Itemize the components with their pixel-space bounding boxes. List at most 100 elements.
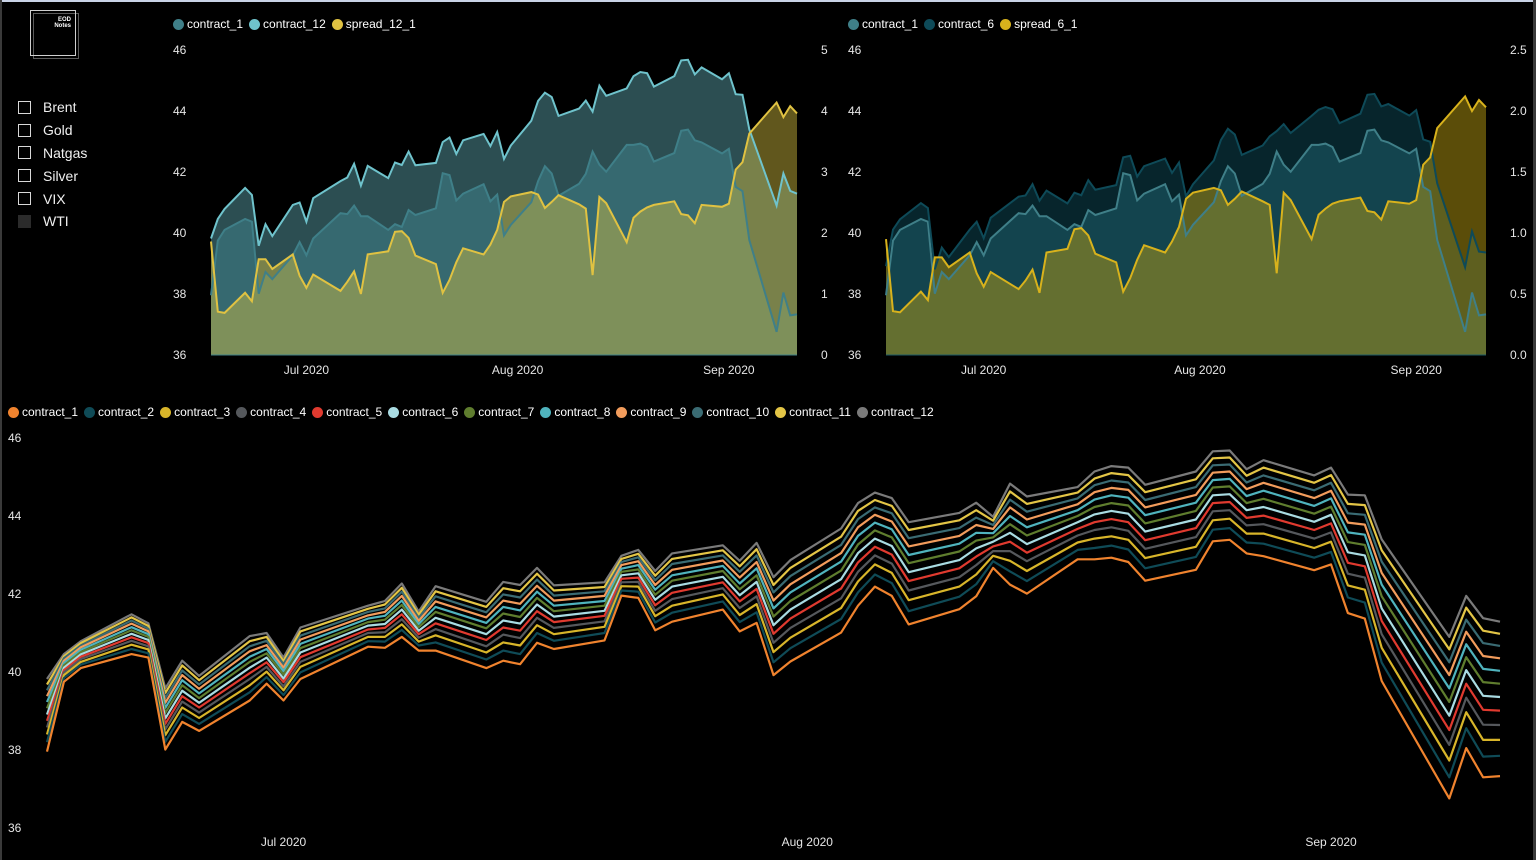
legend-item[interactable]: contract_6 xyxy=(388,405,458,419)
y2-tick-label: 0.0 xyxy=(1510,348,1527,362)
x-tick-label: Jul 2020 xyxy=(961,363,1007,377)
window-left-border xyxy=(0,0,2,860)
legend-item[interactable]: contract_12 xyxy=(249,17,326,31)
legend-item[interactable]: spread_12_1 xyxy=(331,17,416,31)
x-tick-label: Sep 2020 xyxy=(1391,363,1443,377)
slicer-item-gold[interactable]: Gold xyxy=(18,119,87,142)
legend-dot-icon xyxy=(8,406,19,418)
line-spread-6-1 xyxy=(885,94,1487,314)
slicer-item-brent[interactable]: Brent xyxy=(18,96,87,119)
legend-item[interactable]: spread_6_1 xyxy=(1000,17,1077,31)
legend-label: contract_12 xyxy=(870,405,934,419)
legend-item[interactable]: contract_10 xyxy=(692,405,769,419)
legend-item[interactable]: contract_1 xyxy=(173,17,243,31)
line-contract-8 xyxy=(45,477,1501,709)
legend-dot-icon xyxy=(331,18,343,30)
legend-label: contract_5 xyxy=(326,405,383,419)
x-tick-label: Aug 2020 xyxy=(492,363,544,377)
slicer-label: Gold xyxy=(43,122,73,139)
logo-line2: Notes xyxy=(54,23,71,29)
checkbox[interactable] xyxy=(18,123,31,137)
y-tick-label: 36 xyxy=(848,348,862,362)
y2-tick-label: 2.0 xyxy=(1510,104,1527,118)
checkbox[interactable] xyxy=(18,146,31,160)
slicer-item-vix[interactable]: VIX xyxy=(18,187,87,210)
x-tick-label: Sep 2020 xyxy=(703,363,755,377)
legend-item[interactable]: contract_11 xyxy=(775,405,851,419)
x-tick-label: Jul 2020 xyxy=(284,363,330,377)
legend-item[interactable]: contract_4 xyxy=(236,405,306,419)
legend-item[interactable]: contract_7 xyxy=(464,405,534,419)
legend-item[interactable]: contract_2 xyxy=(84,405,154,419)
line-contract-7 xyxy=(45,485,1501,714)
line-contract-9 xyxy=(46,470,1501,704)
checkbox[interactable] xyxy=(18,192,31,206)
legend-item[interactable]: contract_1 xyxy=(8,405,78,419)
slicer-item-silver[interactable]: Silver xyxy=(18,164,87,187)
y2-tick-label: 0 xyxy=(821,348,828,362)
legend-dot-icon xyxy=(312,406,324,418)
line-contract-12 xyxy=(46,449,1501,690)
legend-term-structure: contract_1 contract_2 contract_3 contract_4… xyxy=(8,405,940,419)
legend-label: contract_11 xyxy=(789,405,851,419)
slicer-label: Brent xyxy=(43,99,77,116)
legend-spread-6-1: contract_1 contract_6 spread_6_1 xyxy=(848,17,1083,31)
legend-label: contract_6 xyxy=(402,405,459,419)
legend-item[interactable]: contract_6 xyxy=(924,17,994,31)
legend-label: contract_10 xyxy=(706,405,770,419)
y-tick-label: 38 xyxy=(8,743,22,757)
y2-tick-label: 5 xyxy=(821,43,828,57)
slicer-item-wti[interactable]: WTI xyxy=(18,210,87,233)
legend-spread-12-1: contract_1 contract_12 spread_12_1 xyxy=(173,17,422,31)
y-tick-label: 36 xyxy=(8,821,22,835)
legend-dot-icon xyxy=(160,406,172,418)
area-spread-12-1 xyxy=(211,102,797,355)
legend-item[interactable]: contract_3 xyxy=(160,405,230,419)
legend-label: contract_2 xyxy=(98,405,155,419)
legend-dot-icon xyxy=(84,406,96,418)
y2-tick-label: 3 xyxy=(821,165,828,179)
legend-item[interactable]: contract_5 xyxy=(312,405,382,419)
x-tick-label: Aug 2020 xyxy=(782,835,834,849)
y2-tick-label: 4 xyxy=(821,104,828,118)
line-contract-10 xyxy=(46,463,1501,700)
legend-item[interactable]: contract_8 xyxy=(540,405,610,419)
legend-label: contract_1 xyxy=(187,17,244,31)
line-contract-3 xyxy=(45,517,1500,762)
legend-dot-icon xyxy=(1000,18,1012,30)
y-tick-label: 44 xyxy=(8,509,22,523)
legend-label: contract_4 xyxy=(250,405,307,419)
legend-dot-icon xyxy=(848,18,859,30)
line-contract-1 xyxy=(210,128,798,333)
y-tick-label: 42 xyxy=(173,165,187,179)
legend-label: contract_1 xyxy=(22,405,79,419)
y-tick-label: 38 xyxy=(848,287,862,301)
legend-item[interactable]: contract_12 xyxy=(856,405,934,419)
legend-label: contract_3 xyxy=(174,405,231,419)
line-contract-1 xyxy=(885,128,1487,333)
area-contract-1 xyxy=(211,129,797,355)
logo-line1: EOD xyxy=(57,17,71,23)
legend-label: contract_7 xyxy=(478,405,535,419)
commodity-slicer: Brent Gold Natgas Silver VIX WTI xyxy=(18,96,87,233)
legend-dot-icon xyxy=(464,406,476,418)
slicer-item-natgas[interactable]: Natgas xyxy=(18,142,87,165)
x-tick-label: Aug 2020 xyxy=(1174,363,1226,377)
y-tick-label: 40 xyxy=(8,665,22,679)
checkbox[interactable] xyxy=(18,169,31,183)
legend-item[interactable]: contract_9 xyxy=(616,405,686,419)
legend-dot-icon xyxy=(236,406,248,418)
legend-dot-icon xyxy=(856,406,868,418)
area-spread-6-1 xyxy=(886,96,1486,356)
checkbox-checked[interactable] xyxy=(18,214,31,228)
slicer-label: WTI xyxy=(43,213,69,230)
checkbox[interactable] xyxy=(18,100,31,114)
legend-label: contract_6 xyxy=(938,17,995,31)
y-tick-label: 42 xyxy=(848,165,862,179)
slicer-label: Silver xyxy=(43,167,79,184)
logo-shadow xyxy=(33,13,79,59)
legend-dot-icon xyxy=(924,18,936,30)
legend-dot-icon xyxy=(388,406,400,418)
legend-item[interactable]: contract_1 xyxy=(848,17,918,31)
